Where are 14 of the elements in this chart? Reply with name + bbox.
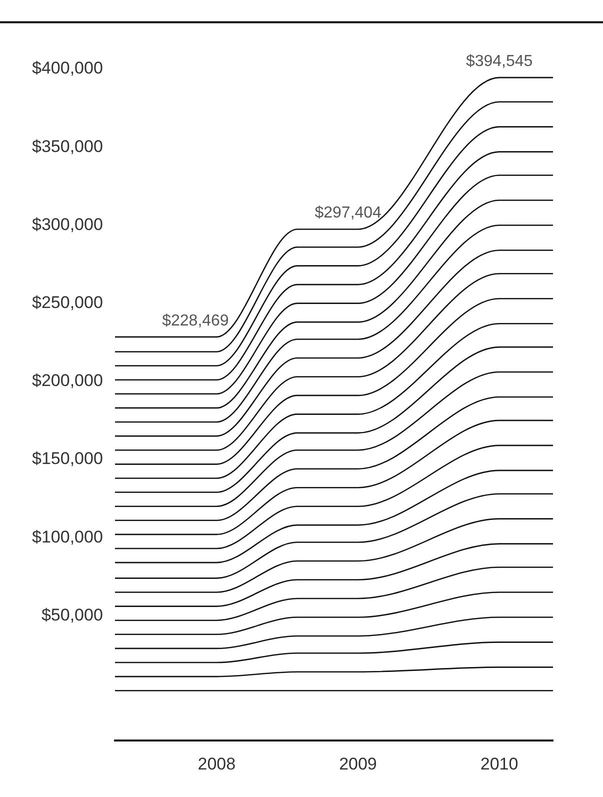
annotation: $228,469 [162,312,229,330]
x-tick-label: 2010 [480,754,518,774]
y-tick-label: $350,000 [32,136,103,156]
y-tick-label: $50,000 [41,605,103,624]
y-tick-label: $150,000 [32,449,103,468]
annotation: $297,404 [314,204,382,222]
x-tick-label: 2008 [198,754,236,774]
y-tick-label: $300,000 [32,214,103,234]
y-tick-label: $200,000 [32,371,103,390]
y-tick-label: $400,000 [32,58,103,78]
y-tick-label: $250,000 [32,293,103,312]
y-tick-label: $100,000 [32,527,103,546]
x-tick-label: 2009 [339,754,377,774]
annotation: $394,545 [466,52,533,70]
